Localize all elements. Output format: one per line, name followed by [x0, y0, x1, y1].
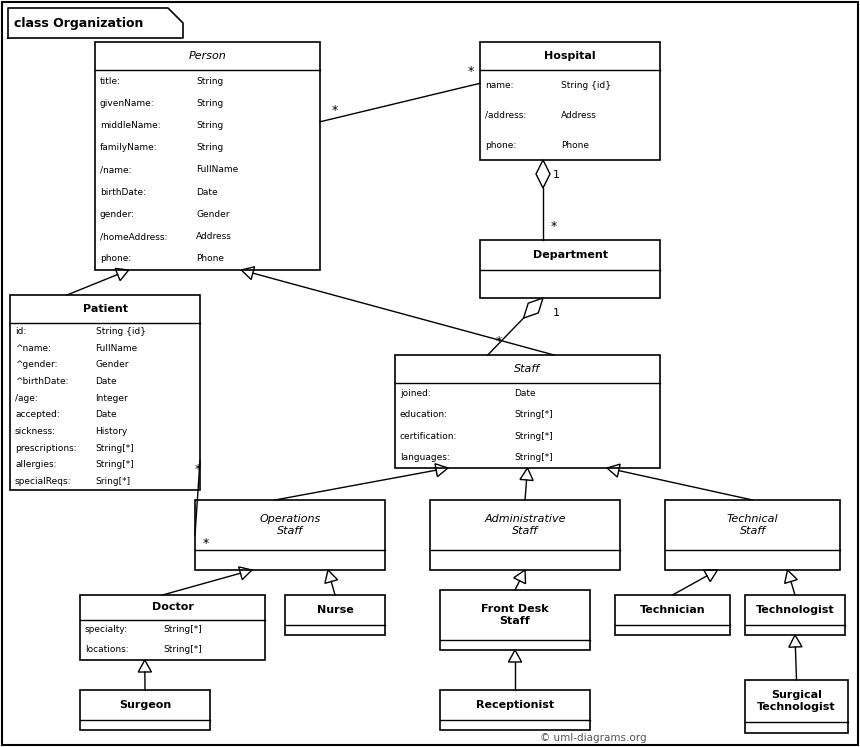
- Text: *: *: [495, 335, 502, 348]
- Bar: [80, 690, 210, 730]
- Text: Receptionist: Receptionist: [476, 700, 554, 710]
- Text: class Organization: class Organization: [14, 16, 144, 29]
- Text: title:: title:: [100, 77, 121, 86]
- Text: Integer: Integer: [95, 394, 128, 403]
- Text: certification:: certification:: [400, 432, 458, 441]
- Text: 1: 1: [553, 308, 560, 318]
- Text: Person: Person: [188, 51, 226, 61]
- Text: id:: id:: [15, 327, 27, 336]
- Bar: [195, 500, 385, 570]
- Text: prescriptions:: prescriptions:: [15, 444, 77, 453]
- Text: /age:: /age:: [15, 394, 38, 403]
- Bar: [8, 8, 183, 38]
- Text: Front Desk
Staff: Front Desk Staff: [482, 604, 549, 626]
- Text: FullName: FullName: [95, 344, 138, 353]
- Text: Administrative
Staff: Administrative Staff: [484, 514, 566, 536]
- Bar: [10, 295, 200, 490]
- Text: /homeAddress:: /homeAddress:: [100, 232, 168, 241]
- Text: String: String: [196, 121, 224, 130]
- Text: String[*]: String[*]: [514, 432, 553, 441]
- Text: String {id}: String {id}: [95, 327, 145, 336]
- Text: sickness:: sickness:: [15, 427, 56, 436]
- Text: String: String: [196, 77, 224, 86]
- Text: String: String: [196, 99, 224, 108]
- Text: String[*]: String[*]: [163, 645, 202, 654]
- Text: *: *: [332, 104, 338, 117]
- Text: String[*]: String[*]: [95, 460, 134, 469]
- Text: givenName:: givenName:: [100, 99, 155, 108]
- Text: specialReqs:: specialReqs:: [15, 477, 71, 486]
- Text: Gender: Gender: [196, 210, 230, 219]
- Text: ^name:: ^name:: [15, 344, 51, 353]
- Text: Gender: Gender: [95, 360, 129, 369]
- Text: accepted:: accepted:: [15, 410, 59, 419]
- Text: phone:: phone:: [100, 255, 132, 264]
- Text: Technologist: Technologist: [756, 605, 834, 615]
- Text: education:: education:: [400, 410, 448, 419]
- Bar: [480, 240, 660, 298]
- Text: ^birthDate:: ^birthDate:: [15, 377, 69, 386]
- Text: Surgical
Technologist: Surgical Technologist: [757, 689, 836, 712]
- Text: allergies:: allergies:: [15, 460, 57, 469]
- Text: Phone: Phone: [196, 255, 224, 264]
- Text: /address:: /address:: [485, 111, 526, 120]
- Text: Technical
Staff: Technical Staff: [727, 514, 778, 536]
- Text: Sring[*]: Sring[*]: [95, 477, 131, 486]
- Bar: [665, 500, 840, 570]
- Text: joined:: joined:: [400, 389, 431, 398]
- Text: name:: name:: [485, 81, 513, 90]
- Text: String[*]: String[*]: [95, 444, 134, 453]
- Text: String: String: [196, 143, 224, 152]
- Bar: [480, 42, 660, 160]
- Bar: [95, 42, 320, 270]
- Text: String[*]: String[*]: [514, 453, 553, 462]
- Text: History: History: [95, 427, 128, 436]
- Text: specialty:: specialty:: [85, 625, 128, 634]
- Text: Date: Date: [196, 187, 218, 196]
- Bar: [395, 355, 660, 468]
- Text: /name:: /name:: [100, 166, 132, 175]
- Bar: [285, 595, 385, 635]
- Text: ^gender:: ^gender:: [15, 360, 58, 369]
- Bar: [430, 500, 620, 570]
- Text: *: *: [195, 462, 201, 476]
- Text: Date: Date: [95, 410, 117, 419]
- Text: Doctor: Doctor: [151, 603, 194, 613]
- Text: gender:: gender:: [100, 210, 135, 219]
- Text: Date: Date: [514, 389, 536, 398]
- Text: Nurse: Nurse: [316, 605, 353, 615]
- Text: Address: Address: [561, 111, 597, 120]
- Text: String[*]: String[*]: [514, 410, 553, 419]
- Bar: [440, 590, 590, 650]
- Text: *: *: [203, 537, 209, 550]
- Text: Operations
Staff: Operations Staff: [260, 514, 321, 536]
- Text: Hospital: Hospital: [544, 51, 596, 61]
- Text: Patient: Patient: [83, 304, 127, 314]
- Text: String {id}: String {id}: [561, 81, 611, 90]
- Text: © uml-diagrams.org: © uml-diagrams.org: [540, 733, 647, 743]
- Text: *: *: [551, 220, 557, 233]
- Text: birthDate:: birthDate:: [100, 187, 146, 196]
- Bar: [80, 595, 265, 660]
- Text: Address: Address: [196, 232, 232, 241]
- Text: Surgeon: Surgeon: [119, 700, 171, 710]
- Text: middleName:: middleName:: [100, 121, 161, 130]
- Text: Date: Date: [95, 377, 117, 386]
- Text: FullName: FullName: [196, 166, 238, 175]
- Text: phone:: phone:: [485, 140, 516, 149]
- Text: Technician: Technician: [640, 605, 705, 615]
- Text: Phone: Phone: [561, 140, 589, 149]
- Text: *: *: [468, 65, 474, 78]
- Text: locations:: locations:: [85, 645, 129, 654]
- Bar: [440, 690, 590, 730]
- Bar: [745, 595, 845, 635]
- Text: String[*]: String[*]: [163, 625, 202, 634]
- Text: 1: 1: [553, 170, 560, 180]
- Text: Staff: Staff: [514, 364, 541, 374]
- Text: Department: Department: [532, 250, 607, 260]
- Text: languages:: languages:: [400, 453, 450, 462]
- Bar: [745, 680, 848, 733]
- Text: familyName:: familyName:: [100, 143, 157, 152]
- Bar: [615, 595, 730, 635]
